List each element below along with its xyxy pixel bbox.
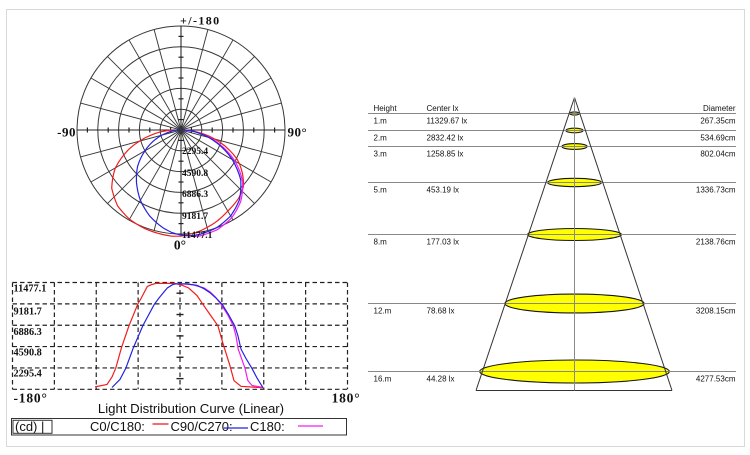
svg-text:6886.3: 6886.3 [14,327,42,338]
svg-text:3208.15cm: 3208.15cm [696,307,736,316]
svg-text:4590.8: 4590.8 [182,169,208,179]
svg-text:+/-180: +/-180 [180,14,221,28]
svg-text:2.m: 2.m [374,134,388,143]
svg-text:78.68 lx: 78.68 lx [427,307,455,316]
svg-text:4590.8: 4590.8 [14,347,42,358]
svg-text:11477.1: 11477.1 [14,284,47,295]
svg-text:Diameter: Diameter [703,104,736,113]
svg-text:11329.67 lx: 11329.67 lx [427,117,468,126]
svg-text:177.03 lx: 177.03 lx [427,238,459,247]
svg-text:44.28 lx: 44.28 lx [427,375,455,384]
svg-text:Center lx: Center lx [427,104,459,113]
svg-text:3.m: 3.m [374,150,388,159]
svg-text:267.35cm: 267.35cm [700,117,735,126]
svg-text:11477.1: 11477.1 [182,231,213,241]
svg-text:6886.3: 6886.3 [182,190,208,200]
svg-text:12.m: 12.m [374,307,392,316]
svg-text:C0/C180:: C0/C180: [90,419,145,434]
svg-text:0°: 0° [174,238,186,253]
svg-text:1336.73cm: 1336.73cm [696,186,736,195]
svg-text:16.m: 16.m [374,375,392,384]
svg-text:(cd) |: (cd) | [15,419,44,434]
svg-text:180°: 180° [332,391,361,406]
svg-text:9181.7: 9181.7 [182,212,208,222]
svg-text:2295.4: 2295.4 [182,147,208,157]
svg-text:1.m: 1.m [374,117,388,126]
svg-text:2138.76cm: 2138.76cm [696,238,736,247]
svg-text:8.m: 8.m [374,238,388,247]
svg-text:Height: Height [374,104,398,113]
svg-text:1258.85 lx: 1258.85 lx [427,150,464,159]
svg-text:C180:: C180: [250,419,285,434]
svg-text:4277.53cm: 4277.53cm [696,375,736,384]
svg-text:2832.42 lx: 2832.42 lx [427,134,464,143]
svg-text:-180°: -180° [14,391,48,406]
svg-text:534.69cm: 534.69cm [700,134,735,143]
svg-text:9181.7: 9181.7 [14,306,42,317]
svg-text:5.m: 5.m [374,186,388,195]
svg-text:Light Distribution Curve (Line: Light Distribution Curve (Linear) [98,401,284,416]
svg-text:C90/C270:: C90/C270: [171,419,233,434]
svg-text:-90: -90 [57,125,76,140]
svg-text:802.04cm: 802.04cm [700,150,735,159]
svg-text:453.19 lx: 453.19 lx [427,186,459,195]
svg-text:90°: 90° [288,125,308,140]
svg-text:2295.4: 2295.4 [14,369,42,380]
